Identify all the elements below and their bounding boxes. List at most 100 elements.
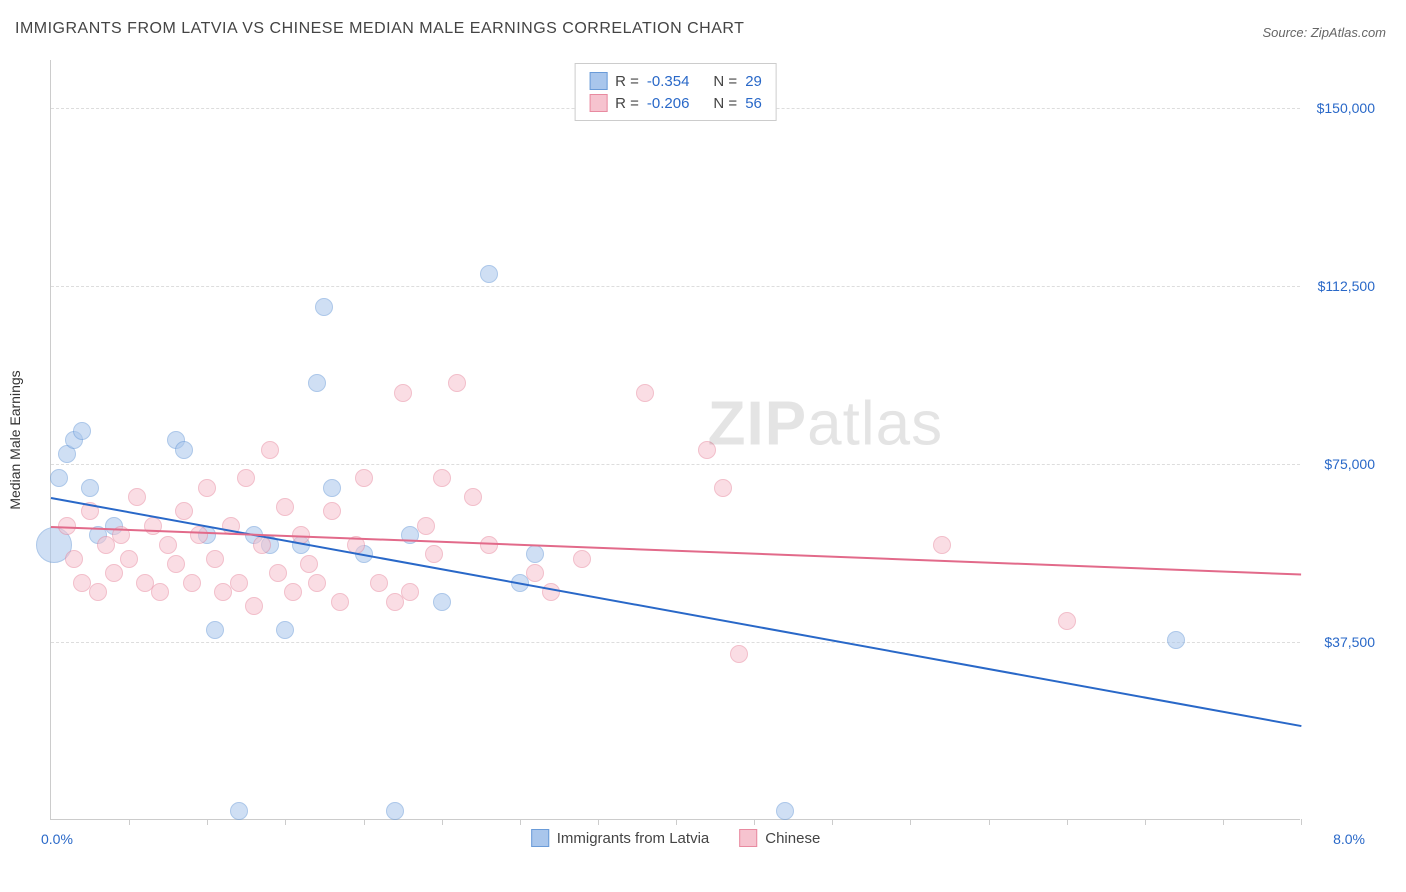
trend-line-chinese [51, 526, 1301, 575]
data-point-latvia [526, 545, 544, 563]
data-point-chinese [206, 550, 224, 568]
legend-label: Immigrants from Latvia [557, 830, 710, 847]
x-tick [129, 819, 130, 825]
data-point-chinese [175, 502, 193, 520]
x-axis-max-label: 8.0% [1333, 831, 1365, 847]
data-point-chinese [730, 645, 748, 663]
data-point-chinese [448, 374, 466, 392]
data-point-latvia [776, 802, 794, 820]
data-point-chinese [190, 526, 208, 544]
n-label: N = [713, 73, 737, 90]
data-point-chinese [159, 536, 177, 554]
n-value: 29 [745, 73, 762, 90]
x-tick [520, 819, 521, 825]
data-point-chinese [65, 550, 83, 568]
data-point-chinese [698, 441, 716, 459]
x-tick [1067, 819, 1068, 825]
x-tick [207, 819, 208, 825]
data-point-chinese [331, 593, 349, 611]
x-tick [285, 819, 286, 825]
plot-area: ZIPatlas R =-0.354N =29R =-0.206N =56 0.… [50, 60, 1300, 820]
grid-line [51, 464, 1300, 465]
legend-top-row-chinese: R =-0.206N =56 [589, 92, 762, 114]
data-point-latvia [230, 802, 248, 820]
data-point-chinese [401, 583, 419, 601]
x-tick [910, 819, 911, 825]
data-point-chinese [89, 583, 107, 601]
data-point-chinese [245, 597, 263, 615]
x-tick [1145, 819, 1146, 825]
x-tick [1301, 819, 1302, 825]
data-point-chinese [933, 536, 951, 554]
grid-line [51, 286, 1300, 287]
y-axis-label: Median Male Earnings [7, 370, 23, 509]
legend-swatch [589, 94, 607, 112]
data-point-latvia [73, 422, 91, 440]
data-point-chinese [276, 498, 294, 516]
data-point-chinese [417, 517, 435, 535]
data-point-latvia [50, 469, 68, 487]
data-point-chinese [300, 555, 318, 573]
legend-swatch [739, 829, 757, 847]
x-tick [832, 819, 833, 825]
watermark: ZIPatlas [708, 389, 943, 460]
data-point-chinese [308, 574, 326, 592]
data-point-chinese [526, 564, 544, 582]
data-point-latvia [386, 802, 404, 820]
y-tick-label: $112,500 [1318, 278, 1375, 294]
x-tick [1223, 819, 1224, 825]
x-tick [676, 819, 677, 825]
watermark-bold: ZIP [708, 390, 807, 459]
data-point-latvia [276, 621, 294, 639]
data-point-chinese [355, 469, 373, 487]
trend-line-latvia [51, 497, 1301, 727]
data-point-chinese [198, 479, 216, 497]
legend-swatch [589, 72, 607, 90]
y-tick-label: $75,000 [1324, 456, 1375, 472]
data-point-chinese [284, 583, 302, 601]
data-point-chinese [542, 583, 560, 601]
data-point-chinese [1058, 612, 1076, 630]
data-point-latvia [308, 374, 326, 392]
data-point-chinese [269, 564, 287, 582]
data-point-latvia [206, 621, 224, 639]
chart-title: IMMIGRANTS FROM LATVIA VS CHINESE MEDIAN… [15, 20, 744, 38]
data-point-chinese [128, 488, 146, 506]
legend-bottom-item: Immigrants from Latvia [531, 829, 710, 847]
r-value: -0.354 [647, 73, 690, 90]
legend-top: R = -0.354 N = 29 R =-0.206N =56 [574, 63, 777, 121]
chart-container: Median Male Earnings ZIPatlas R =-0.354N… [50, 60, 1380, 820]
data-point-chinese [425, 545, 443, 563]
data-point-latvia [81, 479, 99, 497]
legend-bottom-item: Chinese [739, 829, 820, 847]
grid-line [51, 642, 1300, 643]
data-point-latvia [433, 593, 451, 611]
x-tick [364, 819, 365, 825]
source-label: Source: ZipAtlas.com [1262, 25, 1386, 40]
data-point-chinese [370, 574, 388, 592]
data-point-latvia [175, 441, 193, 459]
x-axis-min-label: 0.0% [41, 831, 73, 847]
data-point-chinese [573, 550, 591, 568]
legend-label: Chinese [765, 830, 820, 847]
data-point-latvia [1167, 631, 1185, 649]
legend-top-row-latvia: R =-0.354N =29 [589, 70, 762, 92]
watermark-rest: atlas [807, 390, 943, 459]
x-tick [598, 819, 599, 825]
x-tick [754, 819, 755, 825]
data-point-chinese [394, 384, 412, 402]
n-label: N = [713, 95, 737, 112]
x-tick [989, 819, 990, 825]
x-tick [442, 819, 443, 825]
data-point-latvia [315, 298, 333, 316]
data-point-chinese [433, 469, 451, 487]
data-point-chinese [105, 564, 123, 582]
data-point-latvia [323, 479, 341, 497]
data-point-chinese [636, 384, 654, 402]
data-point-chinese [714, 479, 732, 497]
data-point-chinese [323, 502, 341, 520]
data-point-chinese [167, 555, 185, 573]
data-point-latvia [480, 265, 498, 283]
data-point-chinese [237, 469, 255, 487]
r-label: R = [615, 95, 639, 112]
